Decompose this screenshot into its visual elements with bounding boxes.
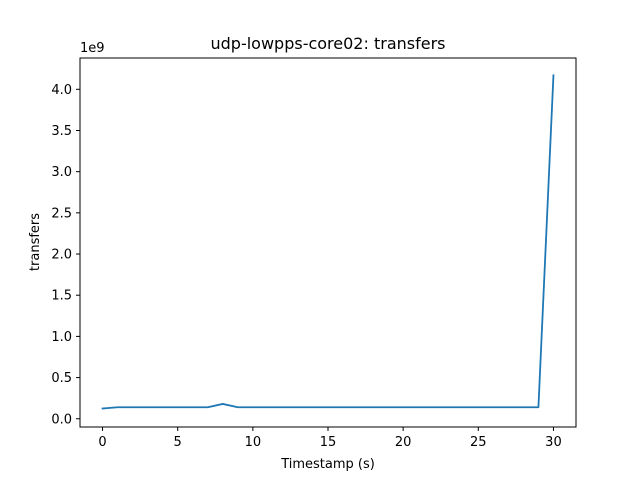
axes-ticks: 0 5 10 15 20 25 30 0.0 0.5 1.0 1.5 2.0 2.5 3.0 3.5 4.0 (51, 83, 561, 450)
y-tick-label: 3.5 (51, 124, 72, 139)
x-tick-label: 30 (545, 435, 562, 450)
x-tick-label: 10 (245, 435, 262, 450)
y-axis-offset-text: 1e9 (80, 41, 105, 56)
x-tick-label: 0 (98, 435, 106, 450)
chart-title: udp-lowpps-core02: transfers (211, 34, 446, 53)
x-tick-label: 15 (320, 435, 337, 450)
x-axis-label: Timestamp (s) (280, 457, 375, 472)
plot-area (79, 57, 577, 428)
y-tick-label: 2.5 (51, 206, 72, 221)
x-tick-label: 20 (395, 435, 412, 450)
y-axis-label: transfers (28, 213, 43, 271)
x-tick-label: 25 (470, 435, 487, 450)
y-tick-label: 1.0 (51, 330, 72, 345)
y-tick-label: 1.5 (51, 289, 72, 304)
axes-frame (79, 57, 577, 428)
y-tick-label: 4.0 (51, 83, 72, 98)
y-tick-label: 2.0 (51, 248, 72, 263)
series-line-0 (101, 74, 555, 410)
x-tick-label: 5 (174, 435, 182, 450)
y-tick-label: 0.5 (51, 371, 72, 386)
y-tick-label: 3.0 (51, 165, 72, 180)
y-tick-label: 0.0 (51, 412, 72, 427)
